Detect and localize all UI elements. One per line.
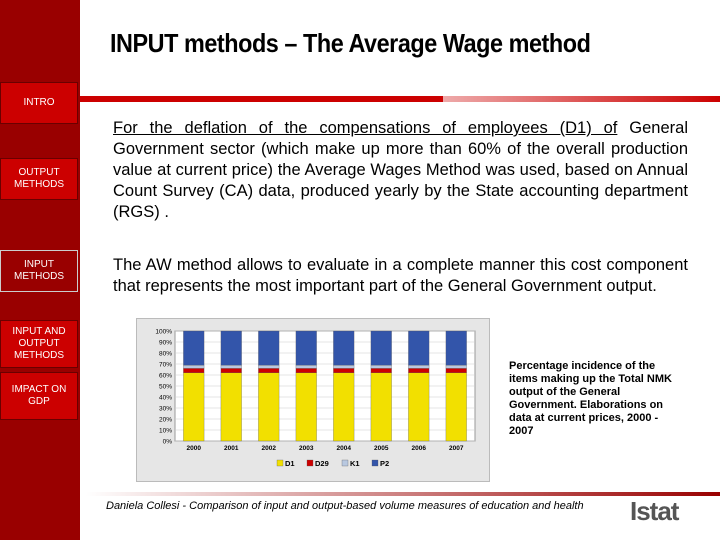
- bar-segment-p2: [258, 330, 280, 366]
- bar-segment-d29: [370, 368, 392, 373]
- sidebar-item-label: INPUT METHODS: [14, 259, 64, 282]
- sidebar-item-input-and-output-methods[interactable]: INPUT AND OUTPUT METHODS: [0, 320, 78, 368]
- bar-segment-d1: [333, 372, 355, 442]
- legend-swatch-d29: [306, 459, 314, 467]
- legend-swatch-p2: [371, 459, 379, 467]
- bar-segment-k1: [183, 364, 205, 369]
- y-tick-label: 30%: [159, 406, 172, 413]
- bar-segment-k1: [408, 364, 430, 369]
- bar-segment-d1: [183, 372, 205, 442]
- x-tick-label: 2002: [262, 445, 277, 452]
- chart-caption: Percentage incidence of the items making…: [509, 360, 672, 437]
- page-title: INPUT methods – The Average Wage method: [110, 28, 591, 58]
- bar-segment-d29: [295, 368, 317, 373]
- x-tick-label: 2005: [374, 445, 389, 452]
- x-tick-label: 2006: [412, 445, 427, 452]
- x-tick-label: 2003: [299, 445, 314, 452]
- bar-segment-d29: [183, 368, 205, 373]
- sidebar-item-output-methods[interactable]: OUTPUT METHODS: [0, 158, 78, 200]
- legend-swatch-k1: [341, 459, 349, 467]
- bar-segment-d29: [408, 368, 430, 373]
- bar-segment-p2: [370, 330, 392, 366]
- y-tick-label: 50%: [159, 384, 172, 391]
- y-tick-label: 100%: [155, 329, 172, 336]
- bar-segment-p2: [295, 330, 317, 366]
- sidebar-item-label: OUTPUT METHODS: [14, 167, 64, 190]
- istat-logo: Istat: [630, 496, 679, 527]
- sidebar-item-input-methods[interactable]: INPUT METHODS: [0, 250, 78, 292]
- y-tick-label: 20%: [159, 417, 172, 424]
- bar-segment-d29: [220, 368, 242, 373]
- x-tick-label: 2001: [224, 445, 239, 452]
- y-tick-label: 60%: [159, 373, 172, 380]
- bar-segment-d1: [445, 372, 467, 442]
- y-tick-label: 0%: [163, 439, 173, 446]
- bar-segment-p2: [333, 330, 355, 366]
- bar-segment-d29: [333, 368, 355, 373]
- bar-segment-k1: [333, 364, 355, 369]
- deflation-link[interactable]: For the deflation of the compensations o…: [113, 119, 618, 137]
- sidebar-item-impact-on-gdp[interactable]: IMPACT ON GDP: [0, 372, 78, 420]
- paragraph-aw-method: The AW method allows to evaluate in a co…: [113, 256, 688, 295]
- paragraph-deflation: For the deflation of the compensations o…: [113, 118, 688, 223]
- stacked-bar-chart: 0% 10% 20% 30% 40% 50% 60% 70% 80% 90% 100% 2000 200…: [155, 329, 476, 468]
- logo-text: Istat: [630, 496, 679, 526]
- chart-panel: 0% 10% 20% 30% 40% 50% 60% 70% 80% 90% 100% 2000 200…: [136, 318, 490, 482]
- y-tick-label: 70%: [159, 362, 172, 369]
- paragraph-deflation-text: General Government sector (which make up…: [113, 119, 688, 221]
- x-tick-label: 2000: [187, 445, 202, 452]
- sidebar-nav: INTRO OUTPUT METHODS INPUT METHODS INPUT…: [0, 0, 80, 540]
- bar-segment-k1: [445, 364, 467, 369]
- bar-segment-p2: [445, 330, 467, 366]
- bar-segment-k1: [295, 364, 317, 369]
- bar-segment-d29: [445, 368, 467, 373]
- bar-segment-k1: [220, 364, 242, 369]
- bar-segment-k1: [370, 364, 392, 369]
- x-tick-label: 2004: [337, 445, 352, 452]
- title-divider-accent: [80, 96, 443, 102]
- legend-label-d1: D1: [285, 459, 295, 468]
- legend-label-p2: P2: [380, 459, 389, 468]
- sidebar-item-label: IMPACT ON GDP: [11, 384, 67, 407]
- y-tick-label: 40%: [159, 395, 172, 402]
- bar-segment-p2: [183, 330, 205, 366]
- sidebar-item-intro[interactable]: INTRO: [0, 82, 78, 124]
- sidebar-item-label: INPUT AND OUTPUT METHODS: [12, 326, 66, 361]
- y-tick-label: 80%: [159, 351, 172, 358]
- bar-segment-d1: [220, 372, 242, 442]
- bar-segment-d29: [258, 368, 280, 373]
- legend-label-d29: D29: [315, 459, 329, 468]
- bar-segment-p2: [408, 330, 430, 366]
- bar-segment-d1: [295, 372, 317, 442]
- x-tick-label: 2007: [449, 445, 464, 452]
- sidebar-item-label: INTRO: [23, 97, 55, 108]
- bar-segment-p2: [220, 330, 242, 366]
- legend-swatch-d1: [276, 459, 284, 467]
- y-tick-label: 10%: [159, 428, 172, 435]
- y-tick-label: 90%: [159, 340, 172, 347]
- bar-segment-d1: [258, 372, 280, 442]
- bar-segment-k1: [258, 364, 280, 369]
- legend-label-k1: K1: [350, 459, 360, 468]
- footer-divider: [86, 492, 720, 496]
- bar-segment-d1: [408, 372, 430, 442]
- footer-credit: Daniela Collesi - Comparison of input an…: [106, 500, 584, 512]
- bar-segment-d1: [370, 372, 392, 442]
